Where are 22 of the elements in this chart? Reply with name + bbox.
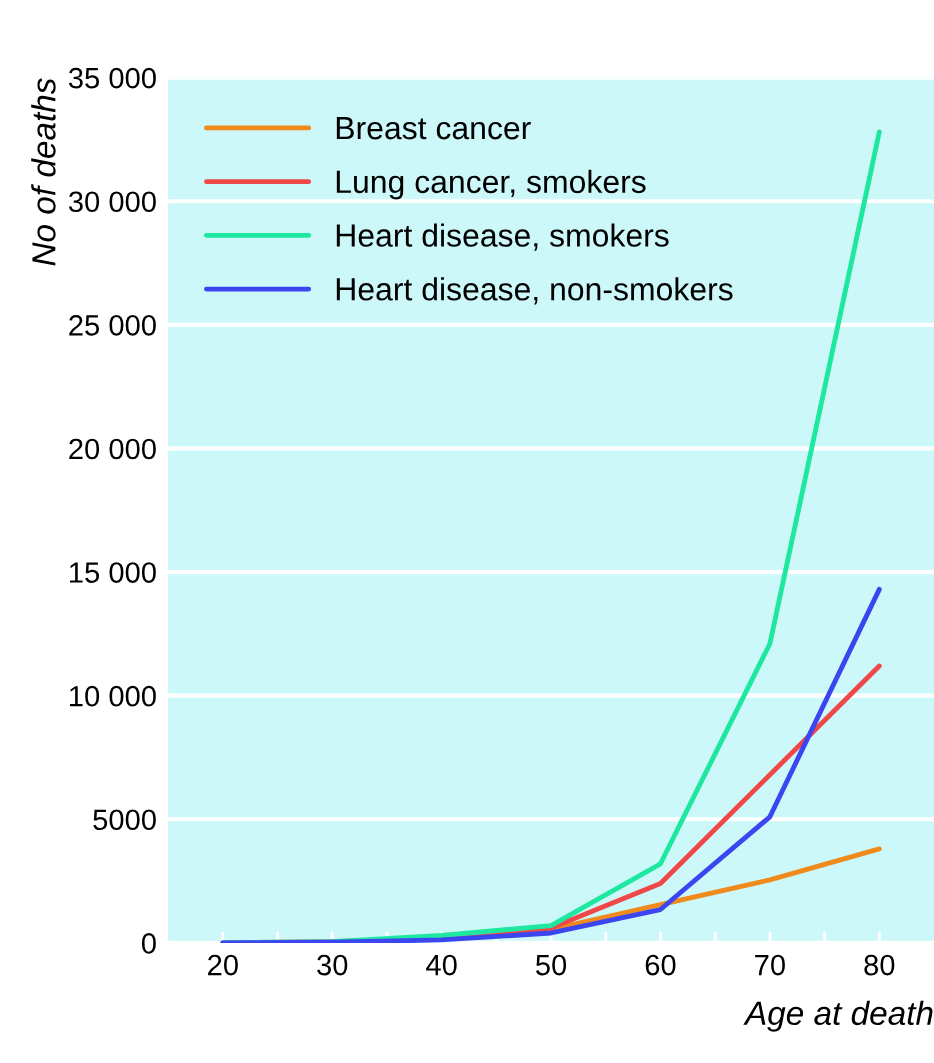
x-tick-label: 50: [536, 954, 567, 976]
y-tick-label: 30 000: [68, 191, 156, 213]
legend-label: Heart disease, non-smokers: [336, 277, 733, 305]
x-tick-label: 20: [208, 954, 238, 976]
y-tick-label: 0: [141, 933, 156, 954]
line-series: [220, 586, 882, 943]
x-axis-title: Age at death: [743, 1000, 933, 1032]
y-tick-label: 20 000: [69, 438, 156, 460]
x-tick-label: 70: [755, 954, 785, 976]
y-tick-label: 25 000: [69, 315, 156, 336]
legend-label: Lung cancer, smokers: [336, 169, 646, 200]
x-tick-label: 60: [645, 954, 676, 976]
y-axis-title: No of deaths: [31, 78, 56, 266]
legend-label: Breast cancer: [336, 117, 531, 140]
y-tick-label: 15 000: [70, 562, 156, 583]
y-tick-label: 35 000: [68, 67, 156, 89]
x-tick-label: 80: [864, 954, 895, 976]
x-tick-label: 30: [317, 954, 348, 976]
legend-label: Heart disease, smokers: [336, 223, 669, 251]
x-tick-label: 40: [426, 954, 457, 976]
y-tick-label: 10 000: [70, 685, 156, 707]
y-tick-label: 5000: [93, 809, 156, 831]
